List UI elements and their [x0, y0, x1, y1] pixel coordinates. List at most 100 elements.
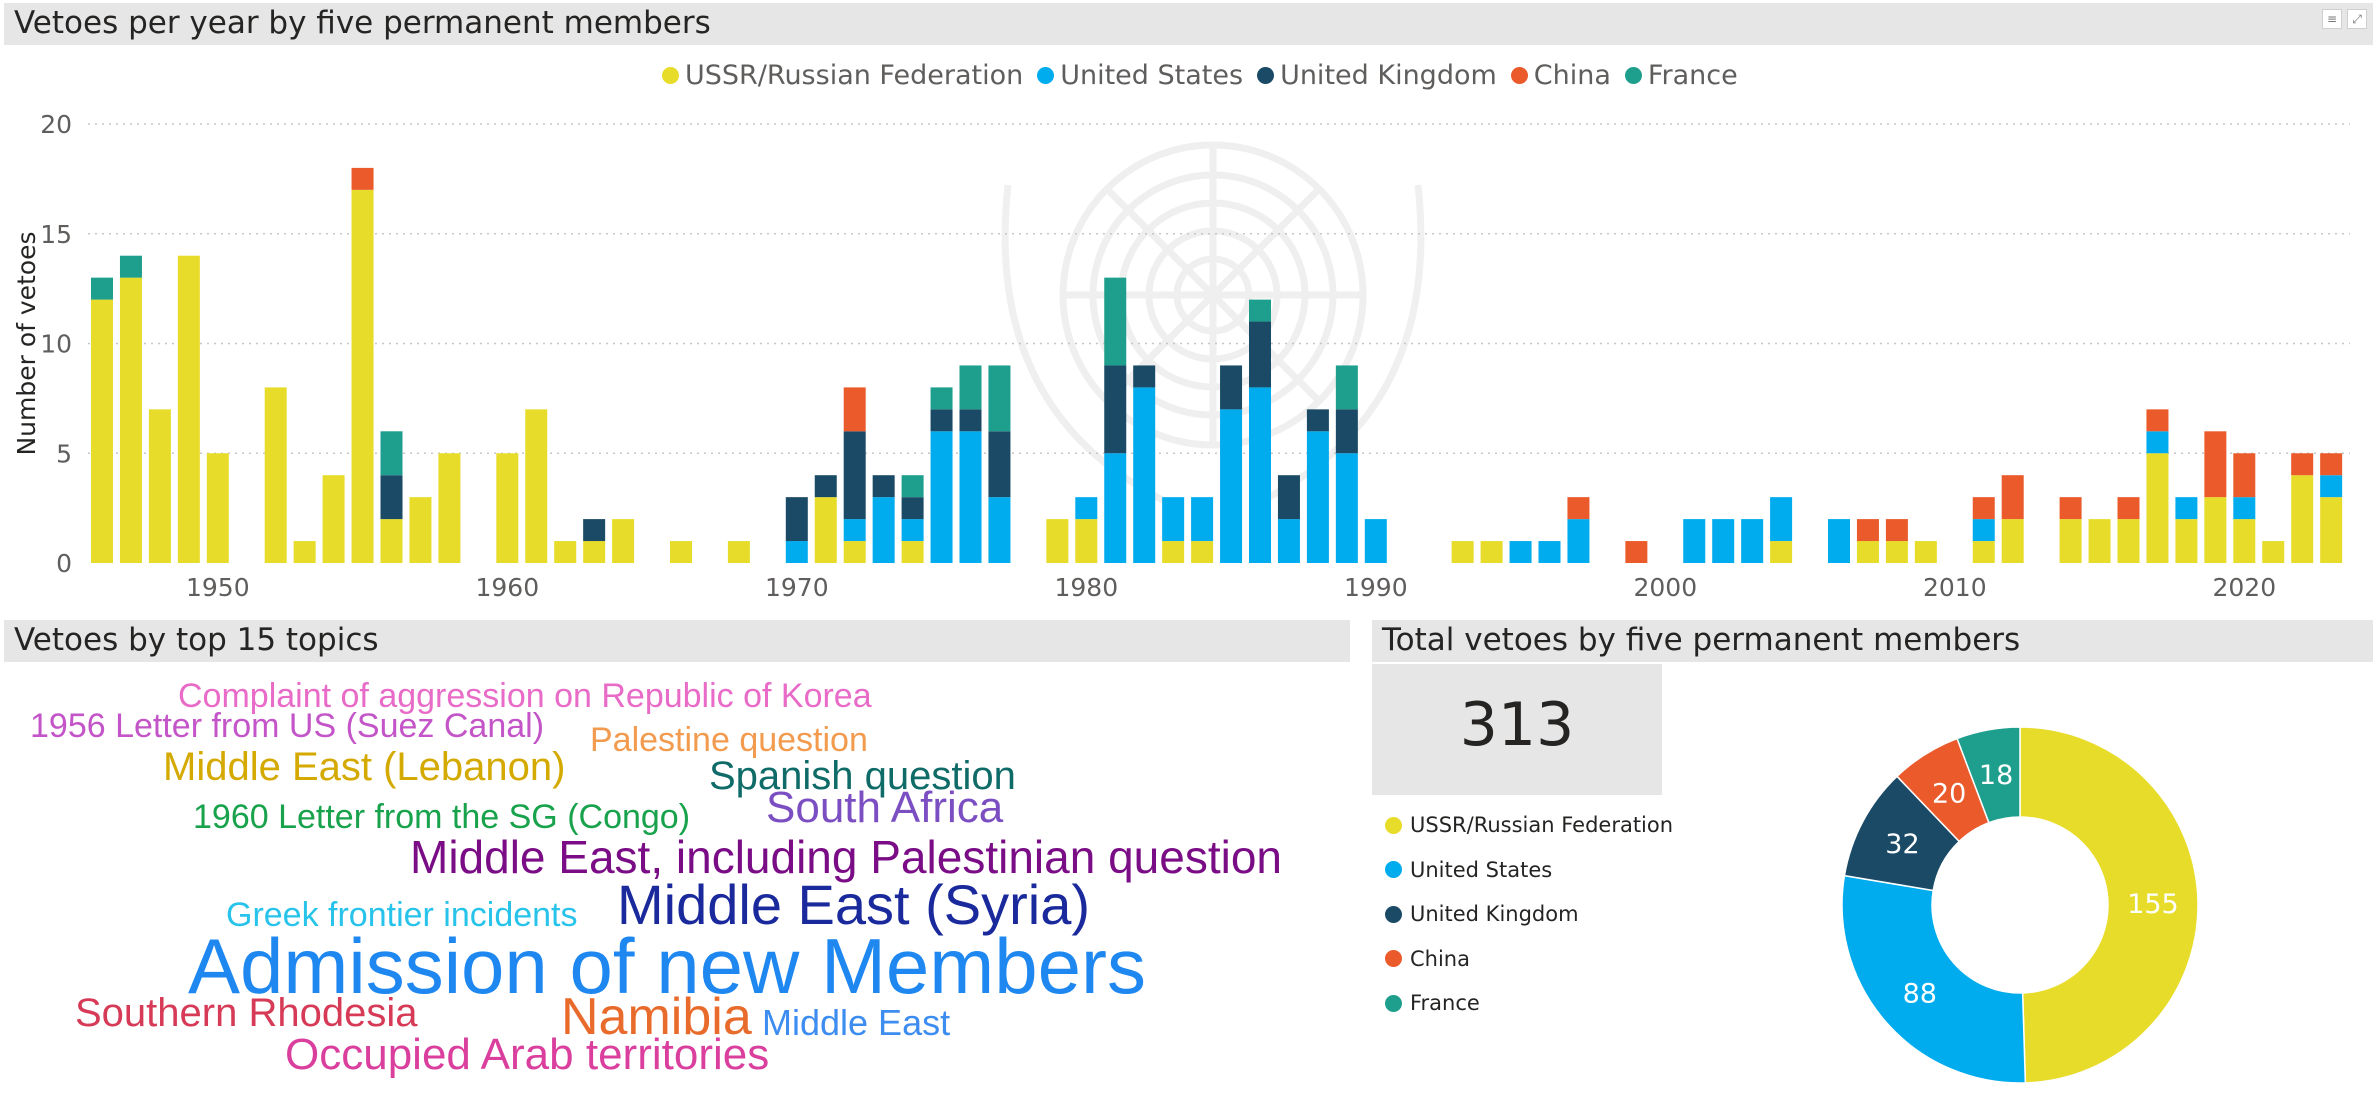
bar-segment-china[interactable] — [1856, 519, 1879, 542]
legend-item-france[interactable]: France — [1624, 60, 1738, 91]
bar-segment-united-kingdom[interactable] — [1104, 365, 1127, 454]
bar-year-1961[interactable] — [525, 409, 548, 563]
bar-year-1953[interactable] — [293, 541, 316, 563]
bar-year-1952[interactable] — [264, 387, 287, 563]
bar-segment-united-states[interactable] — [1162, 497, 1185, 542]
bar-segment-france[interactable] — [988, 365, 1011, 432]
bar-segment-ussr-russian-federation[interactable] — [177, 255, 200, 563]
bar-segment-united-states[interactable] — [1683, 519, 1706, 563]
bar-segment-united-kingdom[interactable] — [872, 475, 895, 498]
bar-year-2023[interactable] — [2320, 453, 2343, 563]
bar-segment-united-kingdom[interactable] — [843, 431, 866, 520]
bar-segment-ussr-russian-federation[interactable] — [1191, 541, 1214, 563]
topic-middle-east-lebanon[interactable]: Middle East (Lebanon) — [163, 745, 566, 789]
bar-segment-united-states[interactable] — [1509, 541, 1532, 563]
bar-segment-united-states[interactable] — [988, 497, 1011, 563]
bar-year-1981[interactable] — [1104, 277, 1127, 563]
bar-segment-china[interactable] — [2146, 409, 2169, 432]
bar-year-2002[interactable] — [1712, 519, 1735, 563]
bar-year-1949[interactable] — [177, 255, 200, 563]
bar-year-1964[interactable] — [612, 519, 635, 563]
bar-segment-united-states[interactable] — [959, 431, 982, 563]
bar-segment-france[interactable] — [380, 431, 403, 476]
bar-segment-ussr-russian-federation[interactable] — [2233, 519, 2256, 563]
bar-segment-united-states[interactable] — [1828, 519, 1850, 563]
bar-year-2019[interactable] — [2204, 431, 2227, 563]
bar-year-1983[interactable] — [1162, 497, 1185, 563]
bar-year-1946[interactable] — [91, 277, 113, 563]
bar-segment-united-kingdom[interactable] — [1133, 365, 1156, 388]
bar-segment-ussr-russian-federation[interactable] — [322, 475, 345, 563]
bar-year-1997[interactable] — [1567, 497, 1590, 563]
bar-year-2004[interactable] — [1770, 497, 1793, 563]
bar-year-1996[interactable] — [1538, 541, 1561, 563]
bar-segment-united-states[interactable] — [1191, 497, 1214, 542]
bar-year-2003[interactable] — [1741, 519, 1764, 563]
bar-segment-ussr-russian-federation[interactable] — [1914, 541, 1937, 563]
bar-year-1974[interactable] — [901, 475, 924, 563]
bar-segment-united-states[interactable] — [872, 497, 895, 563]
donut-legend-item-united-kingdom[interactable]: United Kingdom — [1385, 892, 1673, 937]
bar-year-1976[interactable] — [959, 365, 982, 563]
bar-segment-ussr-russian-federation[interactable] — [1046, 519, 1069, 563]
bar-segment-ussr-russian-federation[interactable] — [2001, 519, 2024, 563]
bar-segment-ussr-russian-federation[interactable] — [814, 497, 837, 563]
bar-year-1994[interactable] — [1480, 541, 1503, 563]
bar-segment-united-states[interactable] — [930, 431, 953, 563]
bar-segment-united-states[interactable] — [1364, 519, 1387, 563]
topic-middle-east[interactable]: Middle East — [762, 1002, 951, 1043]
bar-segment-ussr-russian-federation[interactable] — [727, 541, 750, 563]
bar-segment-ussr-russian-federation[interactable] — [148, 409, 171, 563]
donut-legend-item-ussr-russian-federation[interactable]: USSR/Russian Federation — [1385, 803, 1673, 848]
bar-segment-united-states[interactable] — [2320, 475, 2343, 498]
bar-year-1950[interactable] — [206, 453, 229, 563]
topic-namibia[interactable]: Namibia — [561, 988, 752, 1046]
bar-year-1960[interactable] — [496, 453, 519, 563]
bar-segment-united-kingdom[interactable] — [988, 431, 1011, 498]
bar-segment-ussr-russian-federation[interactable] — [1972, 541, 1995, 563]
bar-segment-united-states[interactable] — [1770, 497, 1793, 542]
bar-year-1995[interactable] — [1509, 541, 1532, 563]
bar-segment-united-states[interactable] — [2233, 497, 2256, 520]
bar-year-2011[interactable] — [1972, 497, 1995, 563]
bar-segment-ussr-russian-federation[interactable] — [91, 299, 113, 563]
focus-mode-icon[interactable]: ⤢ — [2347, 9, 2367, 29]
bar-segment-united-states[interactable] — [2175, 497, 2198, 520]
bar-segment-france[interactable] — [930, 387, 953, 410]
bar-segment-ussr-russian-federation[interactable] — [2146, 453, 2169, 563]
bar-year-1963[interactable] — [583, 519, 606, 563]
bar-segment-ussr-russian-federation[interactable] — [1480, 541, 1503, 563]
bar-segment-united-kingdom[interactable] — [814, 475, 837, 498]
bar-segment-france[interactable] — [959, 365, 982, 410]
bar-segment-china[interactable] — [351, 167, 374, 190]
bar-segment-ussr-russian-federation[interactable] — [1075, 519, 1098, 563]
bar-segment-united-kingdom[interactable] — [1249, 321, 1271, 388]
bar-segment-ussr-russian-federation[interactable] — [119, 277, 142, 563]
bar-segment-united-states[interactable] — [1335, 453, 1358, 563]
bar-year-1993[interactable] — [1451, 541, 1474, 563]
bar-segment-ussr-russian-federation[interactable] — [2204, 497, 2227, 563]
bar-segment-united-states[interactable] — [2146, 431, 2169, 454]
bar-year-2012[interactable] — [2001, 475, 2024, 563]
bar-segment-ussr-russian-federation[interactable] — [2175, 519, 2198, 563]
bar-segment-france[interactable] — [901, 475, 924, 498]
bar-year-1989[interactable] — [1335, 365, 1358, 563]
bar-year-2017[interactable] — [2146, 409, 2169, 563]
bar-segment-ussr-russian-federation[interactable] — [583, 541, 606, 563]
bar-year-1979[interactable] — [1046, 519, 1069, 563]
bar-year-1990[interactable] — [1364, 519, 1387, 563]
bar-segment-united-kingdom[interactable] — [1335, 409, 1358, 454]
bar-year-1954[interactable] — [322, 475, 345, 563]
bar-segment-ussr-russian-federation[interactable] — [1856, 541, 1879, 563]
bar-year-2001[interactable] — [1683, 519, 1706, 563]
bar-year-1966[interactable] — [670, 541, 692, 563]
bar-year-1968[interactable] — [727, 541, 750, 563]
bar-segment-united-states[interactable] — [1741, 519, 1764, 563]
bar-segment-china[interactable] — [1625, 541, 1648, 563]
donut-slice-united-states[interactable] — [1841, 874, 2027, 1084]
topic-1956-letter-from-us-suez-canal[interactable]: 1956 Letter from US (Suez Canal) — [30, 707, 545, 745]
bar-segment-united-states[interactable] — [1249, 387, 1271, 563]
bar-segment-china[interactable] — [2001, 475, 2024, 520]
bar-segment-france[interactable] — [91, 277, 113, 300]
bar-segment-united-states[interactable] — [1972, 519, 1995, 542]
